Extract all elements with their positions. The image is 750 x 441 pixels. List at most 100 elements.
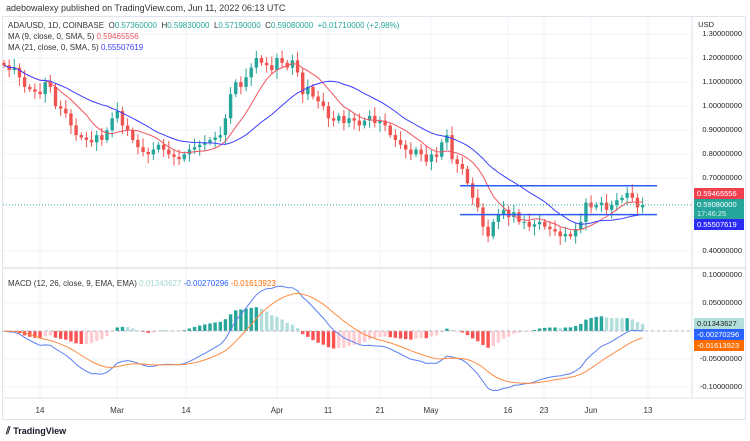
candle-body xyxy=(630,192,634,198)
candle-body xyxy=(486,226,490,237)
candle-body xyxy=(120,111,125,126)
macd-histogram-bar xyxy=(161,330,166,332)
candle-body xyxy=(192,147,197,150)
candle-body xyxy=(378,120,382,124)
candle-body xyxy=(172,154,176,157)
macd-histogram-bar xyxy=(295,328,300,331)
candle-body xyxy=(579,221,583,230)
macd-histogram-bar xyxy=(527,331,531,332)
candle-body xyxy=(146,151,150,155)
macd-tick: -0.05000000 xyxy=(699,354,742,363)
candle-body xyxy=(450,135,454,160)
candle-body xyxy=(89,139,94,143)
macd-histogram-bar xyxy=(301,331,305,335)
candle-body xyxy=(409,149,413,155)
macd-histogram-bar xyxy=(434,331,439,336)
macd-histogram-bar xyxy=(620,318,624,331)
macd-histogram-bar xyxy=(383,331,387,337)
macd-histogram-bar xyxy=(517,331,521,333)
macd-histogram-bar xyxy=(187,328,192,331)
macd-histogram-bar xyxy=(573,325,578,331)
ma9-value: 0.59465556 xyxy=(96,32,139,41)
macd-histogram-bar xyxy=(599,316,604,331)
candle-body xyxy=(131,130,135,140)
candle-body xyxy=(553,229,557,232)
candle-body xyxy=(275,58,279,71)
macd-histogram-bar xyxy=(501,331,506,339)
candle-body xyxy=(419,149,423,155)
macd-histogram-bar xyxy=(100,331,104,340)
candle-body xyxy=(599,202,604,206)
macd-histogram-bar xyxy=(84,331,89,344)
macd-hist-tag: 0.01343627 xyxy=(694,318,744,329)
macd-histogram-bar xyxy=(481,331,485,346)
macd-histogram-bar xyxy=(280,319,284,331)
macd-histogram-bar xyxy=(460,331,465,333)
macd-histogram-bar xyxy=(95,331,99,341)
candle-body xyxy=(151,149,156,155)
macd-histogram-bar xyxy=(105,331,109,337)
time-tick: 14 xyxy=(181,406,191,415)
chart-frame[interactable] xyxy=(2,16,746,420)
candle-body xyxy=(393,135,398,140)
time-tick: 16 xyxy=(503,406,513,415)
candle-body xyxy=(187,149,192,155)
time-tick: 13 xyxy=(643,406,653,415)
macd-histogram-bar xyxy=(640,323,645,331)
ma21-label: MA (21, close, 0, SMA, 5) xyxy=(8,43,99,52)
candle-body xyxy=(208,139,212,143)
candle-body xyxy=(594,205,598,208)
macd-histogram-bar xyxy=(635,322,640,331)
candle-body xyxy=(491,221,495,237)
macd-histogram-bar xyxy=(203,324,207,331)
macd-histogram-bar xyxy=(409,331,413,340)
ma9-price-tag: 0.59465556 xyxy=(694,188,744,199)
macd-histogram-bar xyxy=(496,331,501,343)
macd-histogram-bar xyxy=(440,331,444,333)
macd-histogram-bar xyxy=(239,309,243,331)
macd-histogram-bar xyxy=(53,331,58,338)
time-tick: Mar xyxy=(110,406,124,415)
macd-histogram-bar xyxy=(507,331,511,337)
candle-body xyxy=(326,106,331,119)
ma21-legend[interactable]: MA (21, close, 0, SMA, 5) 0.55507619 xyxy=(8,43,143,52)
candle-body xyxy=(455,159,459,165)
macd-histogram-bar xyxy=(594,316,598,331)
macd-histogram-bar xyxy=(455,331,459,332)
candle-body xyxy=(115,111,119,119)
candle-body xyxy=(543,221,547,227)
price-tick: 0.70000000 xyxy=(702,173,742,182)
macd-histogram-bar xyxy=(512,331,516,334)
candle-body xyxy=(213,137,217,140)
tradingview-logo[interactable]: ⫽ TradingView xyxy=(6,426,67,437)
macd-histogram-bar xyxy=(362,331,367,343)
macd-histogram-bar xyxy=(393,331,398,338)
high-label: H xyxy=(161,21,168,30)
candle-body xyxy=(470,183,475,198)
candle-body xyxy=(507,209,511,218)
open-value: 0.57360000 xyxy=(114,21,157,30)
candle-body xyxy=(95,135,99,143)
candle-body xyxy=(182,154,186,160)
macd-signal-line xyxy=(3,292,643,384)
candle-body xyxy=(537,221,542,225)
ma9-legend[interactable]: MA (9, close, 0, SMA, 5) 0.59465556 xyxy=(8,32,139,41)
macd-legend[interactable]: MACD (12, 26, close, 9, EMA, EMA) 0.0134… xyxy=(8,279,276,288)
candle-body xyxy=(496,214,501,222)
publisher-line: adebowalexy published on TradingView.com… xyxy=(6,3,286,13)
candle-body xyxy=(414,149,418,155)
candle-body xyxy=(321,101,325,107)
candle-body xyxy=(203,142,207,145)
macd-histogram-bar xyxy=(491,331,495,347)
candle-body xyxy=(501,209,506,215)
candle-body xyxy=(476,197,480,208)
close-value: 0.59080000 xyxy=(270,21,314,30)
candle-body xyxy=(440,142,444,157)
macd-histogram-bar xyxy=(213,322,217,331)
macd-histogram-bar xyxy=(228,314,233,331)
candle-body xyxy=(367,115,372,121)
candle-body xyxy=(532,224,537,227)
macd-histogram-bar xyxy=(414,331,418,339)
macd-histogram-bar xyxy=(357,331,362,345)
